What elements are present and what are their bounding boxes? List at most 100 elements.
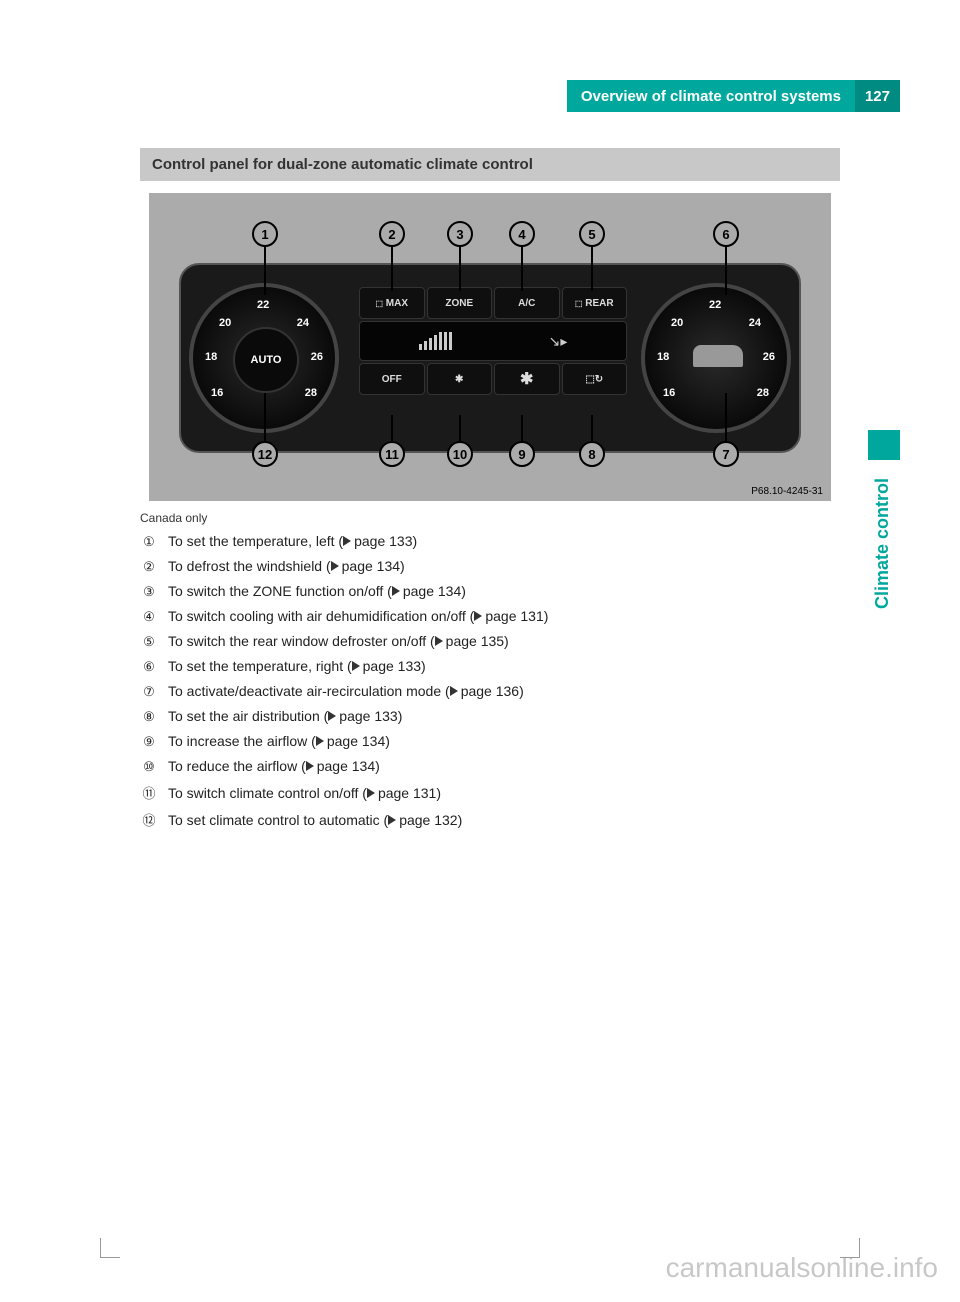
- legend-marker: ⑪: [140, 783, 158, 802]
- scale-16r: 16: [663, 387, 675, 399]
- callout-line: [591, 245, 593, 291]
- fan-decrease-button: ✱: [427, 363, 493, 395]
- legend-row: ⑥To set the temperature, right (page 133…: [140, 658, 840, 675]
- scale-24r: 24: [749, 317, 761, 329]
- rear-defrost-button: ⬚ REAR: [562, 287, 628, 319]
- climate-control-diagram: AUTO 16 18 20 22 24 26 28 16 18 20 22 24…: [149, 193, 831, 501]
- callout-6: 6: [713, 221, 739, 247]
- page-ref-icon: [474, 611, 482, 621]
- auto-button: AUTO: [233, 327, 299, 393]
- scale-20: 20: [219, 317, 231, 329]
- legend-row: ③ To switch the ZONE function on/off (pag…: [140, 583, 840, 600]
- content-area: Control panel for dual-zone automatic cl…: [140, 148, 840, 829]
- callout-8: 8: [579, 441, 605, 467]
- side-tab-marker: [868, 430, 900, 460]
- diagram-code: P68.10-4245-31: [751, 486, 823, 497]
- page-ref-icon: [306, 761, 314, 771]
- page-ref-icon: [331, 561, 339, 571]
- legend-text: To set climate control to automatic (pag…: [168, 812, 840, 828]
- recirculation-button: ⬚↻: [562, 363, 628, 395]
- legend-row: ⑫ To set climate control to automatic (pa…: [140, 810, 840, 829]
- scale-24: 24: [297, 317, 309, 329]
- crop-mark: [100, 1238, 120, 1258]
- legend-row: ① To set the temperature, left (page 133): [140, 533, 840, 550]
- legend-marker: ⑫: [140, 810, 158, 829]
- callout-5: 5: [579, 221, 605, 247]
- legend-text: To switch climate control on/off (page 1…: [168, 785, 840, 801]
- legend-marker: ②: [140, 559, 158, 575]
- scale-18r: 18: [657, 351, 669, 363]
- fan-small-icon: ✱: [455, 374, 463, 385]
- car-icon: [693, 345, 743, 367]
- legend-marker: ⑦: [140, 684, 158, 700]
- recirc-icon: ⬚↻: [585, 374, 603, 385]
- legend-text: To increase the airflow (page 134): [168, 733, 840, 749]
- scale-28: 28: [305, 387, 317, 399]
- scale-22r: 22: [709, 299, 721, 311]
- legend-row: ④ To switch cooling with air dehumidifica…: [140, 608, 840, 625]
- callout-1: 1: [252, 221, 278, 247]
- callout-line: [391, 415, 393, 443]
- scale-16: 16: [211, 387, 223, 399]
- legend-row: ⑩To reduce the airflow (page 134): [140, 758, 840, 775]
- callout-line: [725, 393, 727, 443]
- side-tab-label: Climate control: [868, 470, 900, 617]
- section-title: Control panel for dual-zone automatic cl…: [140, 148, 840, 181]
- right-temp-dial: 16 18 20 22 24 26 28: [641, 283, 791, 433]
- legend-text: To set the air distribution (page 133): [168, 708, 840, 724]
- legend-marker: ⑤: [140, 634, 158, 650]
- header-title: Overview of climate control systems: [567, 80, 855, 112]
- page-ref-icon: [316, 736, 324, 746]
- legend-marker: ⑩: [140, 759, 158, 775]
- watermark: carmanualsonline.info: [666, 1252, 938, 1284]
- scale-26r: 26: [763, 351, 775, 363]
- callout-line: [391, 245, 393, 291]
- side-tab: Climate control: [868, 430, 900, 630]
- legend-text: To switch the rear window defroster on/o…: [168, 633, 840, 649]
- legend-marker: ④: [140, 609, 158, 625]
- page-ref-icon: [343, 536, 351, 546]
- callout-line: [521, 415, 523, 443]
- legend-text: To activate/deactivate air-recirculation…: [168, 683, 840, 699]
- crop-mark: [840, 1238, 860, 1258]
- page-ref-icon: [367, 788, 375, 798]
- page-ref-icon: [388, 815, 396, 825]
- center-controls: ⬚ MAX ZONE A/C ⬚ REAR ↘▸ OFF ✱: [359, 287, 627, 431]
- legend-text: To switch cooling with air dehumidificat…: [168, 608, 840, 624]
- off-button: OFF: [359, 363, 425, 395]
- legend-text: To switch the ZONE function on/off (page…: [168, 583, 840, 599]
- page-ref-icon: [450, 686, 458, 696]
- control-panel: AUTO 16 18 20 22 24 26 28 16 18 20 22 24…: [179, 263, 801, 453]
- max-defrost-button: ⬚ MAX: [359, 287, 425, 319]
- legend-marker: ③: [140, 584, 158, 600]
- callout-line: [521, 245, 523, 291]
- callout-line: [725, 245, 727, 295]
- callout-12: 12: [252, 441, 278, 467]
- legend-marker: ⑧: [140, 709, 158, 725]
- scale-22: 22: [257, 299, 269, 311]
- legend-row: ⑧ To set the air distribution (page 133): [140, 708, 840, 725]
- diagram-caption: Canada only: [140, 511, 840, 525]
- legend-row: ⑨To increase the airflow (page 134): [140, 733, 840, 750]
- page-ref-icon: [392, 586, 400, 596]
- header-page-number: 127: [855, 80, 900, 112]
- legend-text: To defrost the windshield (page 134): [168, 558, 840, 574]
- callout-10: 10: [447, 441, 473, 467]
- legend-text: To set the temperature, left (page 133): [168, 533, 840, 549]
- legend-row: ⑦ To activate/deactivate air-recirculatio…: [140, 683, 840, 700]
- scale-28r: 28: [757, 387, 769, 399]
- callout-line: [459, 415, 461, 443]
- scale-18: 18: [205, 351, 217, 363]
- legend-text: To set the temperature, right (page 133): [168, 658, 840, 674]
- callout-line: [264, 245, 266, 295]
- legend-marker: ①: [140, 534, 158, 550]
- callout-3: 3: [447, 221, 473, 247]
- callout-line: [264, 393, 266, 443]
- ac-button: A/C: [494, 287, 560, 319]
- callout-7: 7: [713, 441, 739, 467]
- callout-9: 9: [509, 441, 535, 467]
- air-distribution-icon: ↘▸: [549, 333, 568, 350]
- callout-11: 11: [379, 441, 405, 467]
- legend-row: ⑤ To switch the rear window defroster on/…: [140, 633, 840, 650]
- legend-row: ⑪ To switch climate control on/off (page …: [140, 783, 840, 802]
